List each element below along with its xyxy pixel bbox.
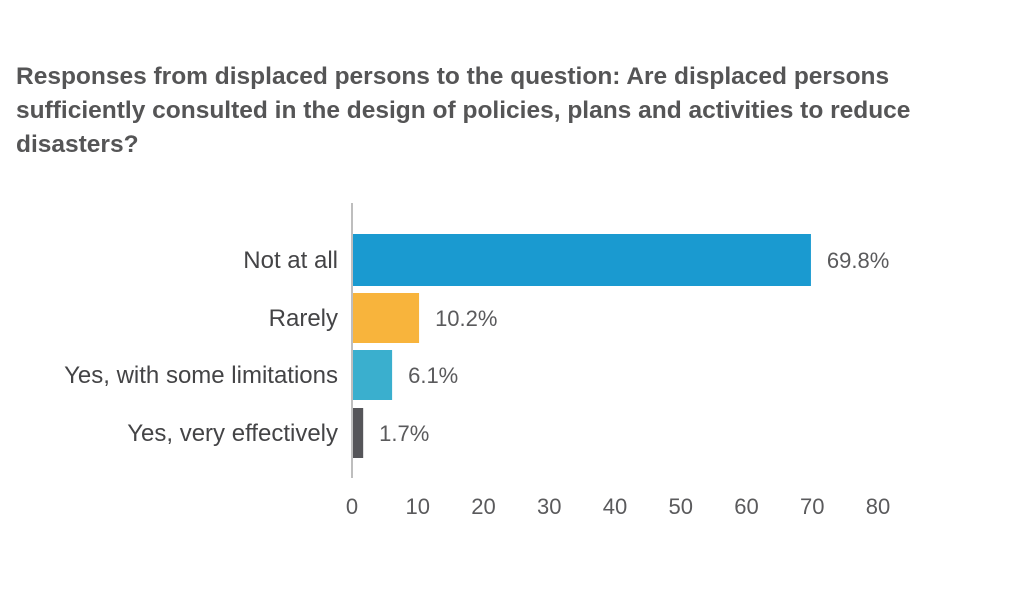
value-label-yes-very-effectively: 1.7% — [379, 421, 429, 446]
x-tick-label: 40 — [603, 494, 627, 519]
value-label-yes-with-some-limitations: 6.1% — [408, 363, 458, 388]
x-tick-label: 0 — [346, 494, 358, 519]
bars — [353, 234, 811, 458]
category-label-rarely: Rarely — [269, 305, 338, 332]
category-labels: Not at all Rarely Yes, with some limitatio… — [64, 247, 338, 447]
bar-not-at-all — [353, 234, 811, 286]
chart-title: Responses from displaced persons to the … — [16, 63, 911, 158]
value-label-rarely: 10.2% — [435, 306, 497, 331]
x-tick-label: 80 — [866, 494, 890, 519]
x-tick-label: 10 — [406, 494, 430, 519]
x-tick-label: 60 — [734, 494, 758, 519]
x-tick-label: 20 — [471, 494, 495, 519]
category-label-yes-with-some-limitations: Yes, with some limitations — [64, 362, 338, 389]
bar-yes-with-some-limitations — [353, 350, 393, 400]
category-label-yes-very-effectively: Yes, very effectively — [127, 420, 338, 447]
x-axis-ticks: 0 10 20 30 40 50 60 70 80 — [346, 494, 890, 519]
x-tick-label: 70 — [800, 494, 824, 519]
value-labels: 69.8% 10.2% 6.1% 1.7% — [379, 248, 889, 446]
bar-yes-very-effectively — [353, 408, 364, 458]
value-label-not-at-all: 69.8% — [827, 248, 889, 273]
bar-rarely — [353, 293, 420, 343]
x-tick-label: 30 — [537, 494, 561, 519]
category-label-not-at-all: Not at all — [243, 247, 338, 274]
x-tick-label: 50 — [669, 494, 693, 519]
